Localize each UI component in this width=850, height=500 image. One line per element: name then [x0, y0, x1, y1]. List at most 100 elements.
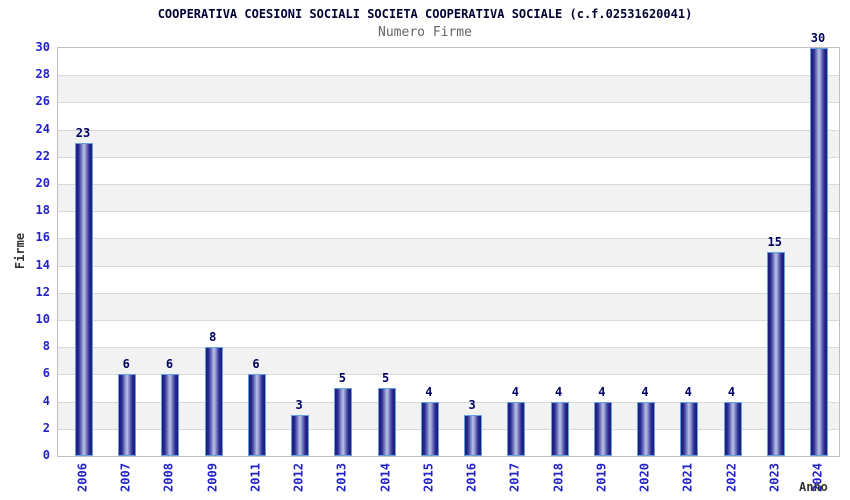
- bar-2020: [637, 401, 656, 456]
- x-tick-label: 2022: [724, 463, 739, 492]
- bar-2012: [291, 415, 310, 456]
- y-tick-label: 28: [35, 67, 50, 82]
- y-tick-label: 2: [42, 420, 50, 435]
- y-tick-label: 20: [35, 176, 50, 190]
- plot-band: [58, 48, 839, 76]
- y-tick-label: 8: [42, 339, 50, 354]
- gridline: [58, 184, 839, 185]
- bar-value-label: 4: [641, 384, 649, 399]
- plot-band: [58, 265, 839, 293]
- bar-2019: [593, 401, 612, 456]
- bar-value-label: 4: [425, 384, 433, 399]
- bar-2023: [766, 252, 785, 456]
- gridline: [58, 347, 839, 349]
- bar-2016: [464, 415, 483, 456]
- bar-value-label: 4: [598, 384, 606, 399]
- plot-band: [58, 374, 839, 402]
- plot-band: [58, 292, 839, 320]
- y-tick-label: 22: [35, 148, 50, 163]
- x-tick-label: 2023: [767, 463, 782, 492]
- y-tick-label: 12: [35, 284, 50, 299]
- gridline: [58, 238, 839, 240]
- plot-band: [58, 428, 839, 456]
- bar-value-label: 4: [727, 384, 736, 399]
- x-tick-label: 2008: [161, 463, 176, 492]
- x-tick-label: 2007: [118, 463, 133, 492]
- plot-band: [58, 156, 839, 184]
- y-tick-label: 0: [42, 448, 50, 462]
- bar-value-label: 15: [767, 235, 782, 249]
- bar-value-label: 4: [511, 384, 519, 399]
- x-tick-label: 2016: [464, 463, 479, 492]
- gridline: [58, 129, 839, 131]
- gridline: [58, 292, 839, 294]
- gridline: [58, 156, 839, 158]
- chart-subtitle: Numero Firme: [378, 25, 472, 40]
- gridline: [58, 75, 839, 77]
- bar-value-label: 6: [165, 357, 174, 372]
- chart-title: COOPERATIVA COESIONI SOCIALI SOCIETA COO…: [157, 7, 693, 21]
- y-tick-label: 6: [42, 366, 50, 381]
- plot-band: [58, 238, 839, 266]
- bar-2008: [161, 374, 180, 456]
- bar-value-label: 4: [554, 384, 563, 399]
- x-axis-title: Anno: [799, 480, 828, 494]
- x-tick-label: 2018: [551, 463, 566, 492]
- y-tick-label: 24: [35, 121, 50, 136]
- plot-band: [58, 75, 839, 103]
- bar-value-label: 5: [338, 371, 347, 385]
- y-tick-label: 30: [35, 40, 50, 54]
- y-tick-label: 14: [35, 257, 50, 272]
- plot-band: [58, 102, 839, 130]
- bar-2015: [420, 401, 439, 456]
- bar-value-label: 8: [209, 330, 217, 345]
- bar-2021: [680, 401, 699, 456]
- x-tick-label: 2020: [637, 463, 652, 492]
- bar-value-label: 5: [382, 371, 390, 385]
- bar-2014: [377, 388, 396, 456]
- gridline: [58, 320, 839, 321]
- bar-2018: [550, 401, 569, 456]
- plot-area: [57, 47, 840, 457]
- x-tick-label: 2006: [75, 463, 90, 492]
- bar-value-label: 6: [122, 357, 130, 372]
- y-tick-label: 10: [35, 312, 50, 326]
- bar-value-label: 3: [295, 398, 303, 413]
- bar-value-label: 4: [684, 384, 692, 399]
- x-tick-label: 2011: [248, 463, 263, 492]
- bar-value-label: 6: [252, 357, 260, 372]
- bar-2011: [247, 374, 266, 456]
- bar-value-label: 3: [468, 398, 476, 413]
- x-tick-label: 2017: [507, 463, 522, 492]
- bar-2017: [507, 401, 526, 456]
- y-tick-label: 26: [35, 94, 50, 109]
- gridline: [58, 428, 839, 430]
- bar-value-label: 30: [810, 31, 826, 45]
- x-tick-label: 2019: [594, 463, 609, 492]
- x-tick-label: 2015: [421, 463, 436, 492]
- gridline: [58, 211, 839, 213]
- x-tick-label: 2012: [291, 463, 306, 492]
- bar-value-label: 23: [75, 126, 91, 141]
- bar-2009: [204, 347, 223, 456]
- gridline: [58, 265, 839, 267]
- plot-band: [58, 211, 839, 239]
- bar-2006: [75, 143, 93, 456]
- x-tick-label: 2014: [378, 463, 393, 492]
- x-tick-label: 2013: [334, 463, 349, 492]
- y-tick-label: 16: [35, 230, 50, 245]
- y-tick-label: 18: [35, 203, 50, 218]
- bar-2013: [334, 388, 353, 456]
- plot-band: [58, 184, 839, 212]
- y-axis-title: Firme: [13, 232, 27, 270]
- plot-band: [58, 129, 839, 157]
- bar-2022: [723, 401, 742, 456]
- x-tick-label: 2021: [680, 463, 695, 492]
- plot-band: [58, 320, 839, 348]
- gridline: [58, 102, 839, 104]
- gridline: [58, 401, 839, 403]
- bar-2007: [118, 374, 137, 456]
- bar-2024: [810, 48, 828, 456]
- x-tick-label: 2009: [205, 463, 220, 492]
